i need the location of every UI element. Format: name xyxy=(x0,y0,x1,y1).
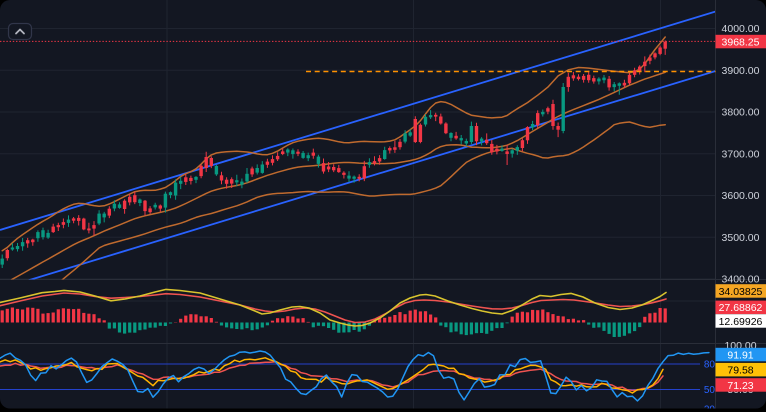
svg-text:12.69926: 12.69926 xyxy=(719,316,763,328)
svg-text:4000.00: 4000.00 xyxy=(722,23,760,35)
svg-text:91.91: 91.91 xyxy=(727,349,753,361)
svg-text:3968.25: 3968.25 xyxy=(722,36,760,48)
svg-text:27.68862: 27.68862 xyxy=(719,302,763,314)
svg-text:3500.00: 3500.00 xyxy=(722,232,760,244)
svg-text:3400.00: 3400.00 xyxy=(722,274,760,286)
svg-text:80: 80 xyxy=(704,360,716,371)
svg-text:71.23: 71.23 xyxy=(727,380,753,392)
svg-text:3700.00: 3700.00 xyxy=(722,148,760,160)
svg-text:3600.00: 3600.00 xyxy=(722,190,760,202)
svg-text:3900.00: 3900.00 xyxy=(722,65,760,77)
svg-text:79.58: 79.58 xyxy=(727,364,753,376)
svg-text:20: 20 xyxy=(704,405,716,412)
svg-text:3800.00: 3800.00 xyxy=(722,107,760,119)
svg-text:34.03825: 34.03825 xyxy=(719,286,763,298)
svg-text:50: 50 xyxy=(704,385,716,396)
